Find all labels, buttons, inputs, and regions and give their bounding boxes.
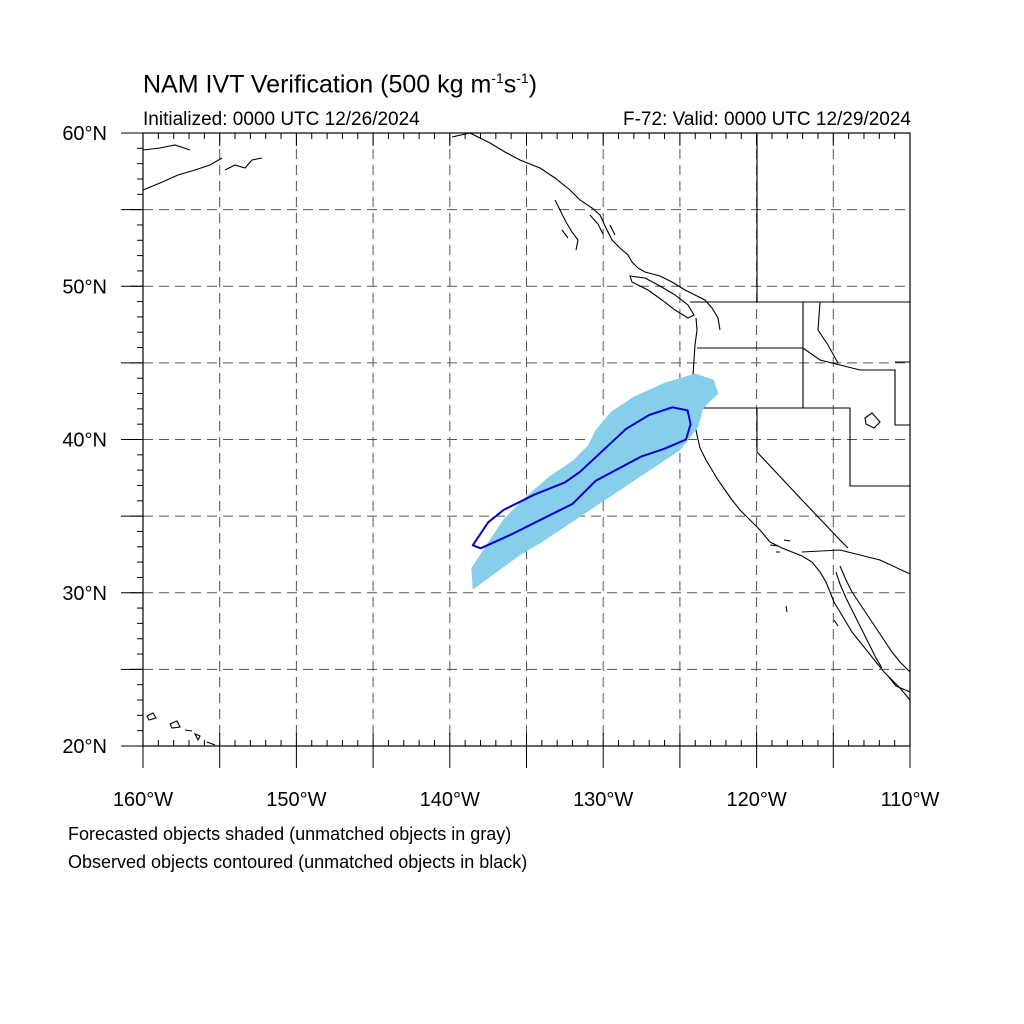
bc-coastline <box>637 267 721 331</box>
y-tick-label: 20°N <box>62 736 107 758</box>
y-tick-label: 40°N <box>62 430 107 452</box>
great-salt-lake <box>864 412 881 429</box>
observed-ivt-contour <box>471 406 692 550</box>
channel-islands <box>769 539 791 553</box>
coastlines-and-borders <box>142 132 911 746</box>
baja-inner-coast <box>835 571 883 669</box>
valid-time-label: F-72: Valid: 0000 UTC 12/29/2024 <box>623 109 911 130</box>
panhandle-islands <box>554 199 616 251</box>
hawaiian-islands <box>146 712 216 746</box>
y-tick-label: 50°N <box>62 276 107 298</box>
us-west-coastline <box>691 317 911 701</box>
y-tick-label: 30°N <box>62 583 107 605</box>
state-borders <box>692 134 910 549</box>
kodiak-area <box>224 157 263 171</box>
alaska-coastline <box>451 132 639 269</box>
observed-legend-note: Observed objects contoured (unmatched ob… <box>68 852 528 872</box>
guadalupe-island <box>785 605 788 613</box>
x-tick-label: 160°W <box>113 789 173 811</box>
axis-labels: 160°W 150°W 140°W 130°W 120°W 110°W 60°N 50°N 40… <box>62 123 939 811</box>
alaska-peninsula <box>142 144 223 191</box>
observed-object-layer <box>471 406 692 550</box>
initialized-label: Initialized: 0000 UTC 12/26/2024 <box>143 109 420 130</box>
x-tick-label: 140°W <box>420 789 480 811</box>
map-title: NAM IVT Verification (500 kg m-1s-1) <box>143 70 538 99</box>
x-tick-label: 120°W <box>726 789 786 811</box>
x-tick-label: 130°W <box>573 789 633 811</box>
us-mexico-border <box>801 549 911 575</box>
graticule <box>143 133 910 746</box>
forecast-legend-note: Forecasted objects shaded (unmatched obj… <box>68 824 512 844</box>
mexico-mainland <box>833 619 911 693</box>
y-tick-label: 60°N <box>62 123 107 145</box>
sea-of-cortez <box>839 565 911 673</box>
vancouver-island <box>629 275 695 319</box>
x-tick-label: 150°W <box>266 789 326 811</box>
x-tick-label: 110°W <box>881 789 940 811</box>
axis-ticks <box>121 132 911 768</box>
